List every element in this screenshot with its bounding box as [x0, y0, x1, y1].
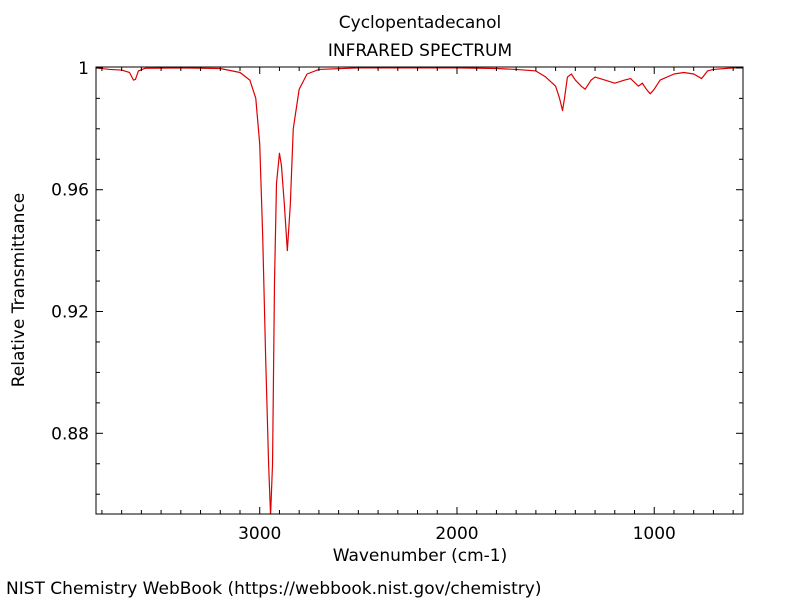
- y-tick-label-0: 1: [78, 59, 89, 79]
- x-tick-label-3000: 3000: [238, 524, 281, 544]
- y-tick-label-2: 0.92: [51, 303, 89, 323]
- x-tick-label-2000: 2000: [435, 524, 478, 544]
- plot-frame: [95, 66, 744, 515]
- chart-subtitle: INFRARED SPECTRUM: [328, 41, 512, 61]
- chart-title: Cyclopentadecanol: [339, 13, 501, 33]
- footer-credit: NIST Chemistry WebBook (https://webbook.…: [6, 579, 541, 599]
- y-axis-label: Relative Transmittance: [9, 193, 29, 388]
- y-tick-label-1: 0.96: [51, 181, 89, 201]
- spectrum-line-0: [96, 67, 743, 514]
- x-tick-label-1000: 1000: [633, 524, 676, 544]
- plot-area: 3000 2000 1000 1 0.96 0.92 0.88: [51, 59, 744, 544]
- x-axis-label: Wavenumber (cm-1): [333, 546, 508, 566]
- y-tick-label-3: 0.88: [51, 424, 89, 444]
